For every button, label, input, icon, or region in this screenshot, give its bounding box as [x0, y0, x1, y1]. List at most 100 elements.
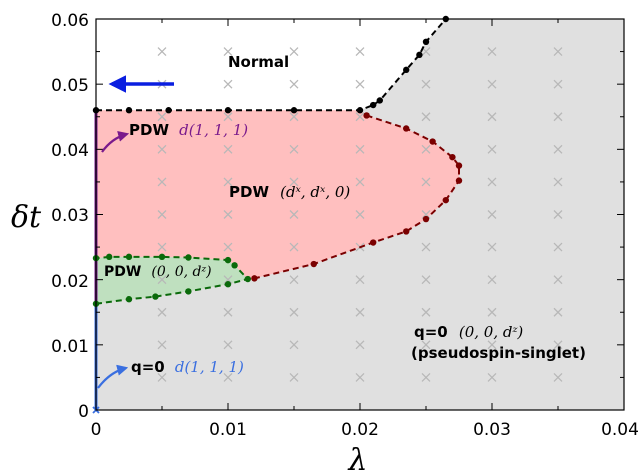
cross-marker	[223, 112, 233, 122]
cross-marker	[421, 79, 431, 89]
cross-marker	[421, 144, 431, 154]
cross-marker	[355, 307, 365, 317]
cross-marker	[223, 340, 233, 350]
cross-marker	[223, 242, 233, 252]
pdw-dz-boundary-point	[125, 296, 133, 303]
y-tick-label: 0.01	[51, 337, 89, 357]
cross-marker	[487, 340, 497, 350]
cross-marker	[157, 307, 167, 317]
pdw-dz-label: PDW (0, 0, dᶻ)	[104, 261, 212, 280]
cross-marker	[289, 242, 299, 252]
cross-marker	[157, 242, 167, 252]
pdw-dz-boundary-point	[244, 275, 251, 283]
pdw-dz-math: (0, 0, dᶻ)	[151, 264, 211, 280]
pdw-dx-boundary-point	[449, 153, 456, 161]
pdw-dz-boundary-point	[106, 253, 113, 261]
cross-marker	[223, 177, 233, 187]
tick-labels: 0 0.01 0.02 0.03 0.04 0 0.01 0.02 0.03 0…	[51, 11, 639, 440]
cross-marker	[289, 112, 299, 122]
cross-marker	[289, 275, 299, 285]
pdw-dx-boundary-point	[429, 138, 436, 145]
x-tick-label: 0.03	[473, 420, 511, 440]
cross-marker	[157, 275, 167, 285]
cross-marker	[289, 340, 299, 350]
y-tick-label: 0.03	[51, 206, 89, 226]
pdw-dz-boundary-point	[152, 293, 159, 300]
cross-marker	[289, 210, 299, 219]
cross-marker	[289, 307, 299, 317]
normal-boundary-point	[403, 66, 410, 74]
pdw-dx-boundary-point	[442, 196, 449, 204]
cross-marker	[487, 47, 497, 57]
cross-marker	[355, 79, 365, 89]
pdw-dx-boundary-point	[422, 215, 430, 223]
normal-boundary-point	[416, 51, 423, 59]
q0-d111-math: d(1, 1, 1)	[175, 358, 244, 376]
cross-marker	[289, 79, 299, 89]
cross-marker	[223, 210, 233, 219]
pdw-dz-boundary-point	[185, 288, 192, 295]
cross-marker	[421, 340, 431, 350]
cross-marker	[487, 177, 497, 187]
cross-marker	[157, 47, 167, 57]
cross-marker	[157, 177, 167, 187]
axis-ticks	[95, 18, 625, 411]
cross-marker	[421, 307, 431, 317]
cross-marker	[421, 177, 431, 187]
q0-d111-arrow	[97, 364, 129, 389]
cross-marker	[553, 79, 563, 89]
cross-marker	[157, 340, 167, 350]
normal-boundary-line	[96, 18, 447, 112]
pdw-d111-label: PDW d(1, 1, 1)	[129, 120, 248, 139]
cross-marker	[289, 144, 299, 154]
cross-marker	[487, 144, 497, 154]
cross-marker	[421, 210, 431, 219]
pdw-dx-boundary-point	[310, 260, 317, 268]
cross-marker	[553, 372, 563, 382]
normal-boundary-point	[224, 107, 232, 114]
cross-marker	[553, 275, 563, 285]
normal-boundary-point	[125, 107, 133, 114]
pdw-dz-boundary-point	[224, 281, 232, 288]
q0-d111-label: q=0 d(1, 1, 1)	[131, 357, 244, 376]
pdw-dz-boundary-point	[185, 254, 192, 261]
cross-marker	[487, 79, 497, 89]
cross-marker	[157, 144, 167, 154]
y-axis-title: δt	[11, 200, 42, 235]
cross-marker	[289, 47, 299, 57]
y-tick-label: 0.05	[51, 76, 89, 96]
y-tick-label: 0.02	[51, 272, 89, 292]
pdw-dx-boundary-line	[254, 114, 460, 280]
pdw-dx-boundary-point	[455, 162, 463, 169]
cross-marker	[553, 47, 563, 57]
y-tick-label: 0	[78, 402, 89, 422]
pdw-dx-math: (dˣ, dˣ, 0)	[280, 183, 350, 201]
pdw-dz-boundary-point	[158, 253, 166, 261]
q0-dz-label: q=0 (0, 0, dᶻ)	[414, 322, 523, 341]
cross-marker	[157, 112, 167, 122]
x-axis-title: λ	[347, 443, 367, 475]
pdw-dz-boundary-point	[231, 262, 238, 269]
pdw-dz-region	[96, 256, 248, 304]
cross-marker	[487, 242, 497, 252]
normal-boundary-point	[165, 107, 172, 114]
pdw-dx-boundary-point	[403, 228, 410, 235]
cross-marker	[157, 210, 167, 219]
x-tick-label: 0.01	[209, 420, 247, 440]
cross-marker	[487, 210, 497, 219]
y-tick-label: 0.06	[51, 11, 89, 31]
pdw-d111-math: d(1, 1, 1)	[179, 121, 248, 139]
cross-marker	[223, 79, 233, 89]
y-tick-label: 0.04	[51, 141, 89, 161]
normal-boundary-point	[290, 107, 298, 114]
pdw-d111-bold: PDW	[129, 121, 169, 139]
cross-marker	[355, 210, 365, 219]
cross-marker	[355, 177, 365, 187]
cross-marker	[421, 275, 431, 285]
q0-dz-sub-label: (pseudospin-singlet)	[411, 344, 586, 362]
cross-marker	[355, 340, 365, 350]
cross-marker	[553, 307, 563, 317]
cross-marker	[355, 144, 365, 154]
pdw-dx-boundary-point	[363, 112, 370, 119]
